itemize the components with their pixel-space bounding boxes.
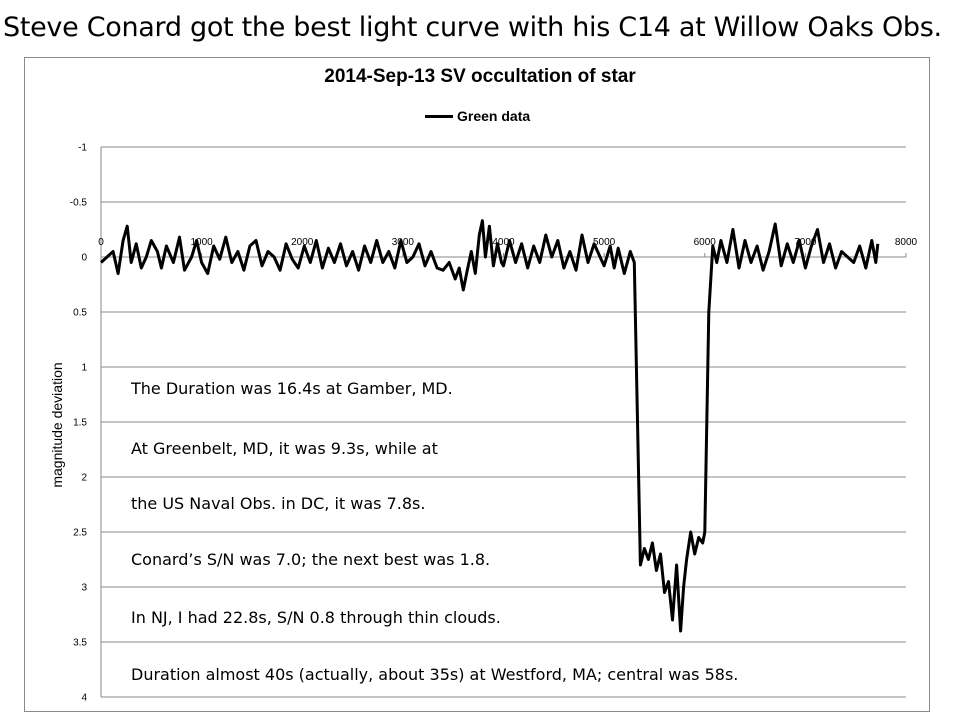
y-tick-label: 1.5 [73, 418, 87, 429]
note-westford: Duration almost 40s (actually, about 35s… [131, 665, 739, 684]
x-tick-label: 8000 [895, 237, 918, 248]
chart-frame [24, 57, 930, 712]
y-tick-label: 2 [81, 473, 87, 484]
legend: Green data [425, 108, 530, 124]
x-tick-label: 0 [98, 237, 104, 248]
note-gamber: The Duration was 16.4s at Gamber, MD. [131, 379, 453, 398]
y-tick-label: 0.5 [73, 308, 87, 319]
series-group [99, 219, 880, 633]
slide-title: Steve Conard got the best light curve wi… [3, 12, 942, 43]
series-line-green-data [99, 219, 880, 633]
y-tick-label: -1 [78, 143, 87, 154]
note-naval-obs: the US Naval Obs. in DC, it was 7.8s. [131, 494, 426, 513]
y-tick-label: 3.5 [73, 638, 87, 649]
note-sn: Conard’s S/N was 7.0; the next best was … [131, 550, 491, 569]
note-greenbelt: At Greenbelt, MD, it was 9.3s, while at [131, 439, 438, 458]
y-tick-label: -0.5 [70, 198, 88, 209]
y-tick-label: 2.5 [73, 528, 87, 539]
x-tick-label: 2000 [291, 237, 314, 248]
y-tick-label: 4 [81, 693, 87, 704]
note-nj: In NJ, I had 22.8s, S/N 0.8 through thin… [131, 608, 501, 627]
chart-title: 2014-Sep-13 SV occultation of star [324, 66, 636, 87]
x-tick-label: 4000 [492, 237, 515, 248]
legend-swatch [425, 114, 453, 118]
y-tick-label: 0 [81, 253, 87, 264]
gridlines [100, 146, 906, 698]
x-tick-label: 3000 [392, 237, 415, 248]
x-tick-label: 6000 [694, 237, 717, 248]
y-tick-labels: -1 -0.5 0 0.5 1 1.5 2 2.5 3 3.5 4 [70, 143, 88, 704]
y-tick-label: 3 [81, 583, 87, 594]
y-tick-label: 1 [81, 363, 87, 374]
x-tick-label: 5000 [593, 237, 616, 248]
x-tick-label: 7000 [794, 237, 817, 248]
x-tick-label: 1000 [191, 237, 214, 248]
legend-label: Green data [457, 108, 531, 124]
